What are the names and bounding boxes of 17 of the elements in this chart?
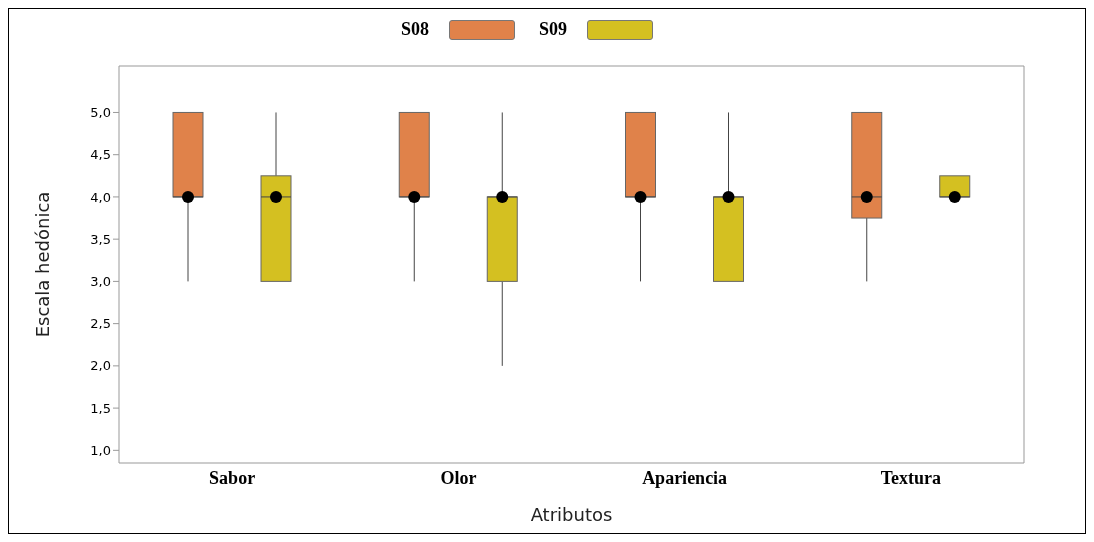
y-axis-title: Escala hedónica: [32, 191, 54, 338]
x-tick-label: Olor: [440, 467, 477, 488]
y-tick-label: 4,0: [90, 189, 111, 205]
y-tick-label: 2,0: [90, 358, 111, 374]
y-tick-label: 1,5: [90, 400, 111, 416]
y-tick-label: 2,5: [90, 316, 111, 332]
x-tick-label: Textura: [880, 467, 942, 488]
x-tick-label: Sabor: [209, 467, 256, 488]
y-tick-label: 3,5: [90, 231, 111, 247]
y-tick-label: 1,0: [90, 442, 111, 458]
x-axis-title: Atributos: [530, 504, 613, 525]
y-tick-label: 3,0: [90, 274, 111, 290]
x-tick-label: Apariencia: [642, 467, 728, 488]
y-tick-label: 4,5: [90, 147, 111, 163]
legend-label: S08: [400, 19, 429, 40]
y-tick-label: 5,0: [90, 105, 111, 121]
legend-label: S09: [539, 19, 568, 40]
